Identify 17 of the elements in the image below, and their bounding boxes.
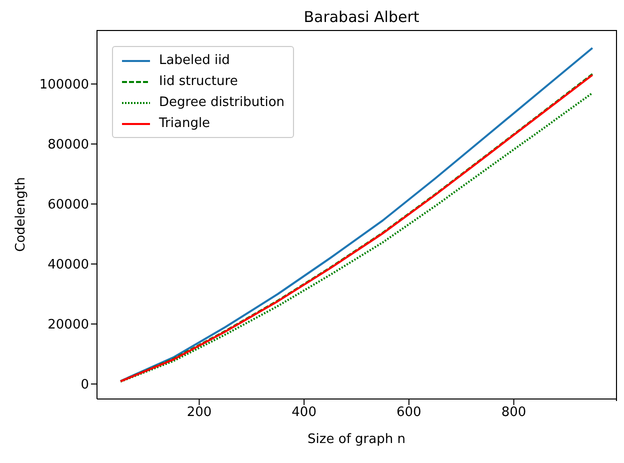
chart-title: Barabasi Albert (302, 8, 420, 26)
x-tick-label: 200 (186, 405, 212, 420)
legend-label: Triangle (159, 116, 210, 131)
legend-label: Degree distribution (159, 95, 285, 110)
y-tick-label: 20000 (48, 318, 89, 333)
legend-label: Iid structure (159, 74, 238, 89)
y-tick-label: 0 (80, 378, 89, 393)
x-axis-title: Size of graph n (308, 432, 406, 447)
y-tick-label: 40000 (48, 258, 89, 273)
y-tick-label: 100000 (39, 78, 89, 93)
legend-label: Labeled iid (159, 53, 230, 68)
x-tick-label: 400 (292, 405, 316, 420)
x-tick-label: 600 (396, 405, 422, 420)
y-axis-title: Codelength (14, 177, 29, 252)
y-tick-label: 80000 (48, 138, 89, 153)
x-tick-label: 800 (501, 405, 526, 420)
y-tick-label: 60000 (48, 198, 89, 213)
